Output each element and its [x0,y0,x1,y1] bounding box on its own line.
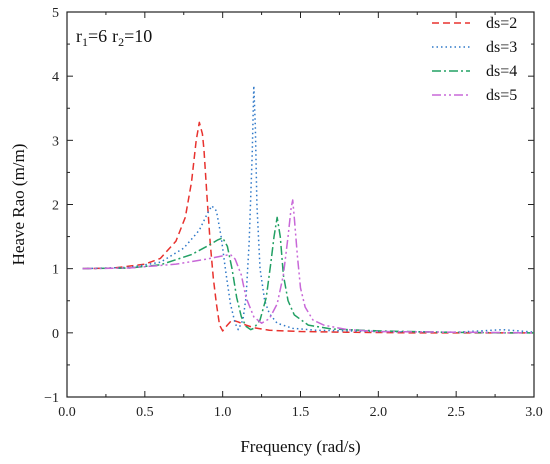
series-group [82,85,534,334]
series-line-ds-4 [82,216,534,334]
parameter-annotation: r1=6 r2=10 [76,26,152,49]
series-line-ds-5 [82,199,534,334]
x-axis-title: Frequency (rad/s) [240,437,360,456]
y-tick-label: 0 [52,327,59,342]
x-tick-label: 0.5 [136,405,154,420]
legend-label: ds=2 [486,15,517,32]
plot-frame [66,11,535,398]
x-tick-label: 2.0 [370,405,388,420]
y-tick-label: 2 [52,199,59,214]
legend-label: ds=5 [486,87,517,104]
annotation-r2-sub: 2 [118,35,124,49]
annotation-r2-base: r [112,26,118,46]
series-line-ds-2 [82,121,534,334]
legend-label: ds=3 [486,39,517,56]
y-tick-label: 3 [52,134,59,149]
y-tick-label: 4 [52,70,59,85]
series-line-ds-3 [82,85,534,333]
annotation-r1-base: r [76,26,82,46]
x-tick-label: 3.0 [525,405,543,420]
x-tick-label: 1.5 [292,405,310,420]
y-tick-label: 1 [52,263,59,278]
annotation-r1-sub: 1 [82,35,88,49]
plot-area: 0.0 0.5 1.0 1.5 2.0 2.5 3.0 −1 0 1 2 3 4 5 Frequency (… [9,6,543,456]
y-axis-title: Heave Rao (m/m) [9,144,28,266]
x-tick-label: 2.5 [447,405,465,420]
annotation-r2-value: =10 [124,26,152,46]
annotation-r1-value: =6 [88,26,107,46]
x-tick-label: 0.0 [58,405,76,420]
y-tick-label: −1 [44,391,59,406]
x-tick-label: 1.0 [214,405,232,420]
y-tick-label: 5 [52,6,59,21]
legend-label: ds=4 [486,63,517,80]
